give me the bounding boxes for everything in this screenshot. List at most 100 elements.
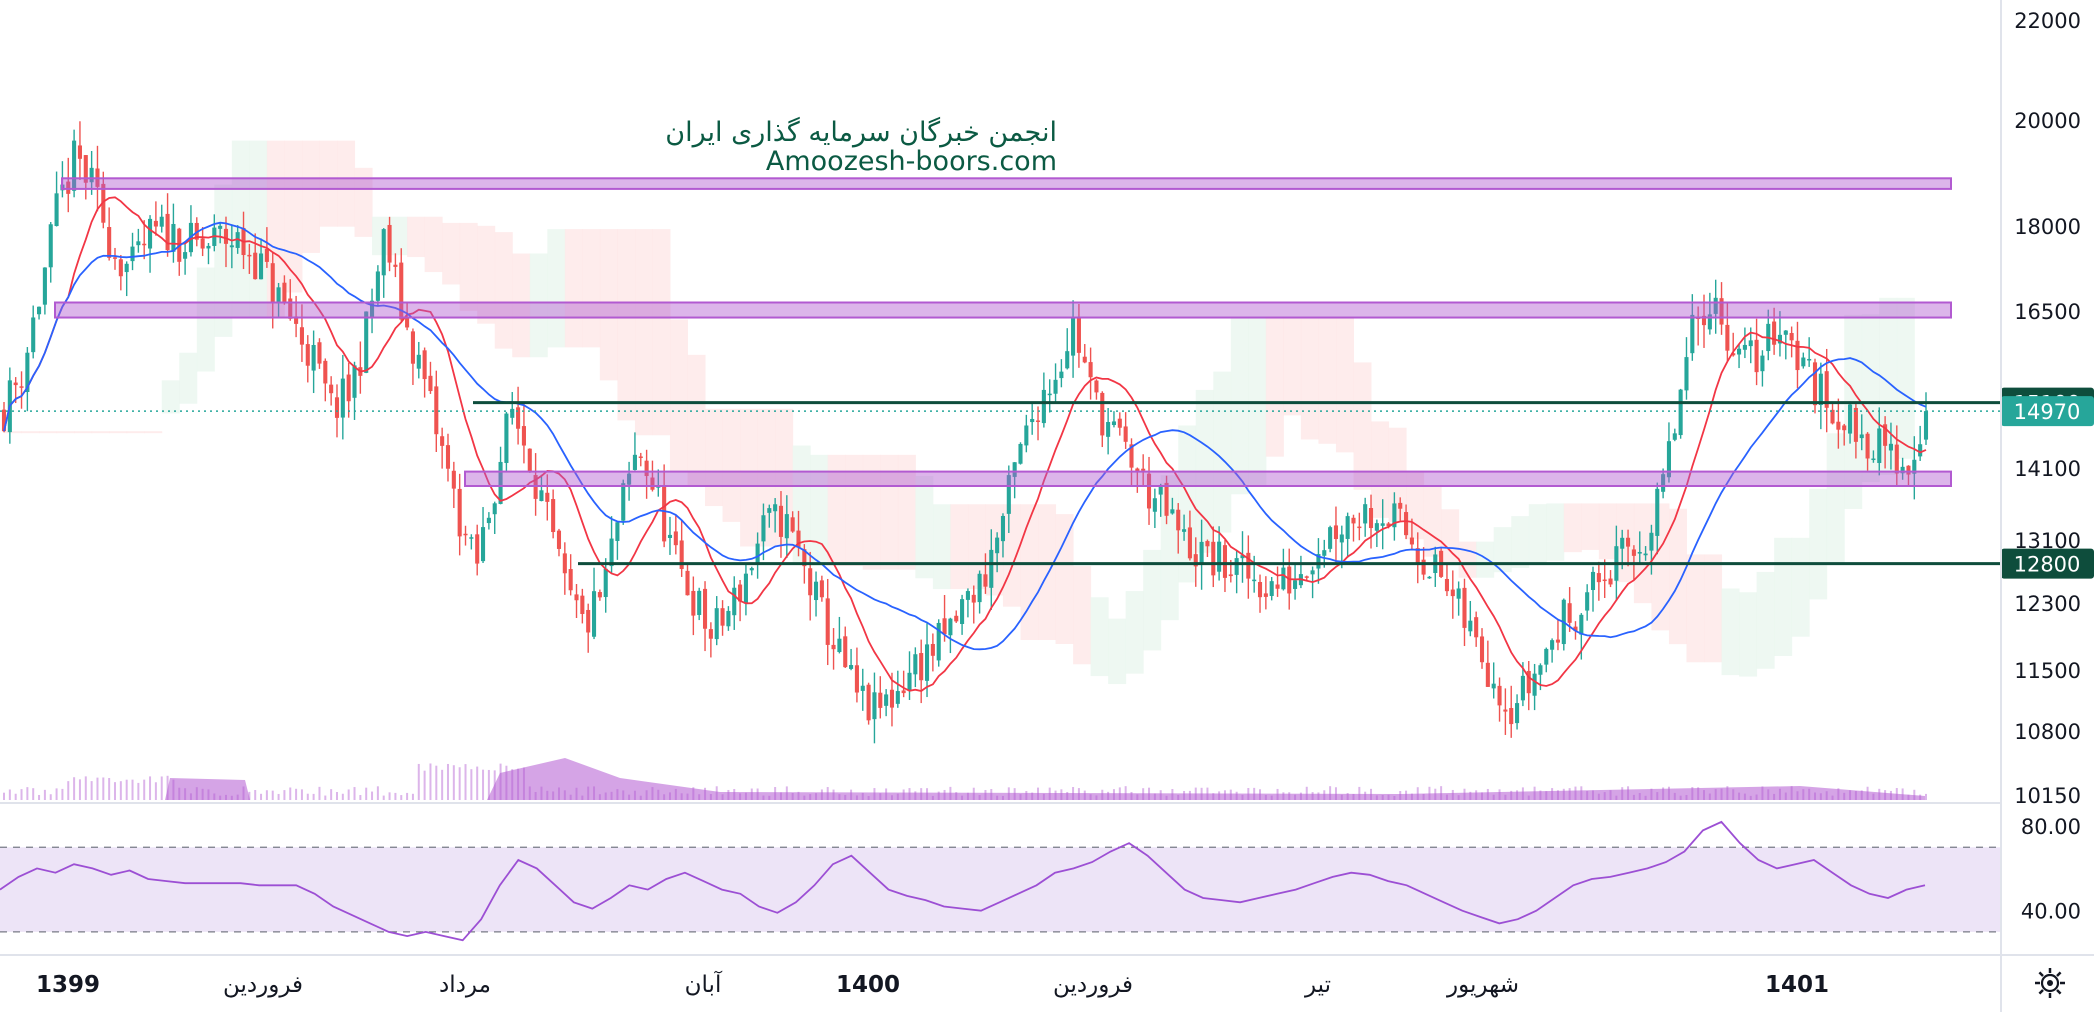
cloud-segment: [21, 431, 40, 434]
resistance-zones[interactable]: [54, 177, 1952, 488]
volume-ma-area: [165, 778, 250, 800]
cloud-segment: [372, 216, 391, 256]
candle-body: [767, 508, 772, 513]
price-axis[interactable]: 22000 20000 18000 16500 14100 13100 12300 11500…: [2014, 9, 2081, 808]
candle-body: [1918, 444, 1923, 457]
price-tick-label: 13100: [2014, 529, 2081, 553]
cloud-segment: [1423, 486, 1442, 557]
candle-body: [1182, 529, 1187, 532]
volume-bar: [84, 776, 87, 800]
volume-bar: [49, 794, 52, 800]
candle-body: [1520, 675, 1525, 701]
candle-body: [1900, 466, 1905, 474]
cloud-segment: [1335, 318, 1354, 453]
candle-body: [878, 692, 883, 708]
volume-bar: [1334, 787, 1337, 800]
candle-body: [685, 570, 690, 596]
candle-body: [1053, 379, 1058, 394]
cloud-segment: [547, 229, 566, 348]
candle-body: [1135, 468, 1140, 472]
candle-body: [1515, 703, 1520, 724]
volume-bar: [283, 790, 286, 800]
volume-bar: [318, 786, 321, 800]
candle-body: [317, 342, 322, 364]
candle-body: [960, 599, 965, 624]
volume-bar: [406, 792, 409, 800]
cloud-segment: [512, 253, 531, 358]
volume-bar: [125, 779, 128, 800]
candle-body: [1596, 573, 1601, 583]
candle-body: [837, 638, 842, 653]
cloud-segment: [1791, 537, 1810, 637]
candle-body: [1217, 541, 1222, 572]
volume-bar: [113, 782, 116, 800]
candle-body: [1474, 617, 1479, 638]
time-tick-label: آبان: [685, 970, 723, 998]
candle-body: [1071, 318, 1076, 356]
candle-body: [1427, 576, 1432, 579]
candle-body: [1812, 362, 1818, 406]
candle-body: [130, 246, 135, 262]
horizontal-levels[interactable]: 151001280014970: [0, 387, 2094, 579]
level-price-tag-text: 12800: [2014, 553, 2081, 577]
candle-body: [1100, 392, 1105, 436]
resistance-zone: [54, 301, 1952, 319]
candle-body: [1719, 298, 1724, 325]
watermark: انجمن خبرگان سرمایه گذاری ایران Amoozesh…: [665, 116, 1057, 177]
candle-body: [1842, 425, 1847, 431]
candle-body: [1742, 344, 1747, 350]
cloud-segment: [301, 140, 320, 253]
volume-bar: [476, 766, 479, 800]
candle-body: [895, 691, 900, 704]
candle-body: [866, 684, 871, 721]
volume-histogram: [3, 758, 1927, 800]
candle-body: [621, 483, 626, 521]
candle-body: [118, 259, 123, 277]
candle-body: [223, 228, 229, 244]
cloud-segment: [354, 167, 373, 237]
cloud-segment: [284, 140, 303, 293]
candle-body: [726, 610, 731, 627]
volume-bar: [306, 793, 309, 800]
cloud-segment: [1493, 527, 1512, 573]
candle-body: [498, 461, 503, 504]
volume-bar: [1358, 786, 1361, 800]
candle-body: [562, 553, 567, 574]
time-tick-label: 1401: [1765, 972, 1829, 998]
cloud-segment: [810, 454, 829, 566]
candle-body: [1859, 434, 1864, 439]
cloud-segment: [1300, 318, 1319, 440]
candle-body: [259, 253, 264, 280]
candle-body: [340, 378, 345, 418]
candle-body: [475, 534, 480, 564]
cloud-segment: [669, 319, 689, 472]
candle-body: [574, 594, 579, 601]
candle-body: [1345, 516, 1350, 539]
candle-body: [1246, 552, 1251, 579]
candle-body: [1848, 404, 1853, 434]
candle-body: [1602, 579, 1607, 582]
candle-body: [1018, 443, 1023, 464]
time-axis[interactable]: 1399 فروردین مرداد آبان 1400 فروردین تیر شهریور…: [36, 970, 1829, 998]
candle-body: [1328, 527, 1333, 549]
candle-body: [860, 685, 865, 691]
candle-body: [632, 454, 637, 470]
cloud-segment: [459, 222, 478, 311]
cloud-segment: [336, 140, 356, 227]
candle-body: [1626, 537, 1631, 547]
cloud-segment: [792, 445, 811, 562]
candle-body: [930, 643, 935, 656]
settings-gear-icon[interactable]: [2035, 968, 2065, 998]
watermark-line2: Amoozesh-boors.com: [766, 146, 1057, 177]
candle-body: [1701, 315, 1707, 326]
candle-body: [77, 145, 82, 159]
candle-body: [971, 594, 976, 603]
candle-body: [843, 636, 848, 668]
candle-body: [510, 408, 515, 418]
cloud-segment: [1826, 433, 1845, 563]
volume-bar: [376, 786, 379, 800]
candle-body: [66, 181, 71, 194]
candle-body: [1555, 639, 1561, 643]
candle-body: [171, 223, 176, 252]
